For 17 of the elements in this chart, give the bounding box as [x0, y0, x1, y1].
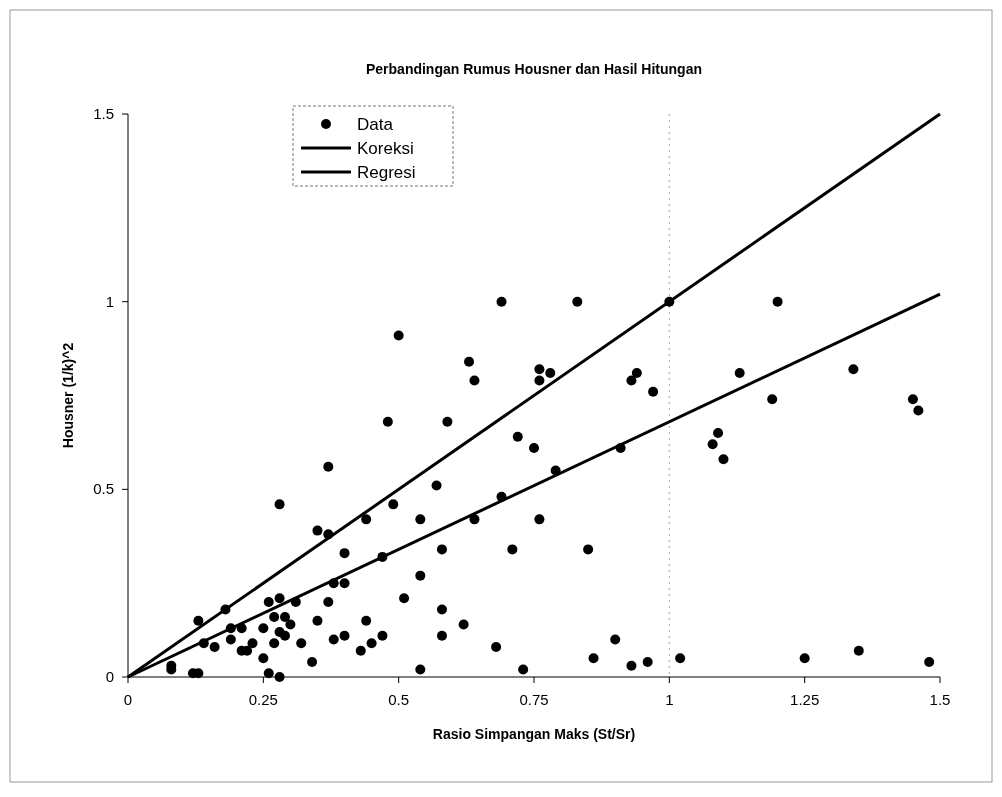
y-tick-label: 0	[105, 668, 114, 685]
x-tick-label: 1.5	[929, 691, 951, 708]
x-tick-label: 0.75	[519, 691, 549, 708]
x-tick-label: 1	[665, 691, 674, 708]
chart-title: Perbandingan Rumus Housner dan Hasil Hitungan	[365, 61, 703, 77]
y-tick-label: 1.5	[93, 105, 114, 122]
legend-label: Regresi	[357, 163, 416, 182]
x-tick-label: 1.25	[790, 691, 820, 708]
x-tick-label: 0.5	[388, 691, 410, 708]
y-tick-label: 1	[105, 292, 114, 310]
x-tick-label: 0	[123, 691, 133, 708]
x-axis-title: Rasio Simpangan Maks (St/Sr)	[432, 726, 636, 742]
legend-label: Koreksi	[357, 139, 414, 158]
y-tick-label: 0.5	[93, 480, 114, 498]
legend-label: Data	[357, 115, 394, 134]
x-tick-label: 0.25	[248, 691, 278, 708]
y-axis-title: Housner (1/k)^2	[60, 342, 76, 449]
